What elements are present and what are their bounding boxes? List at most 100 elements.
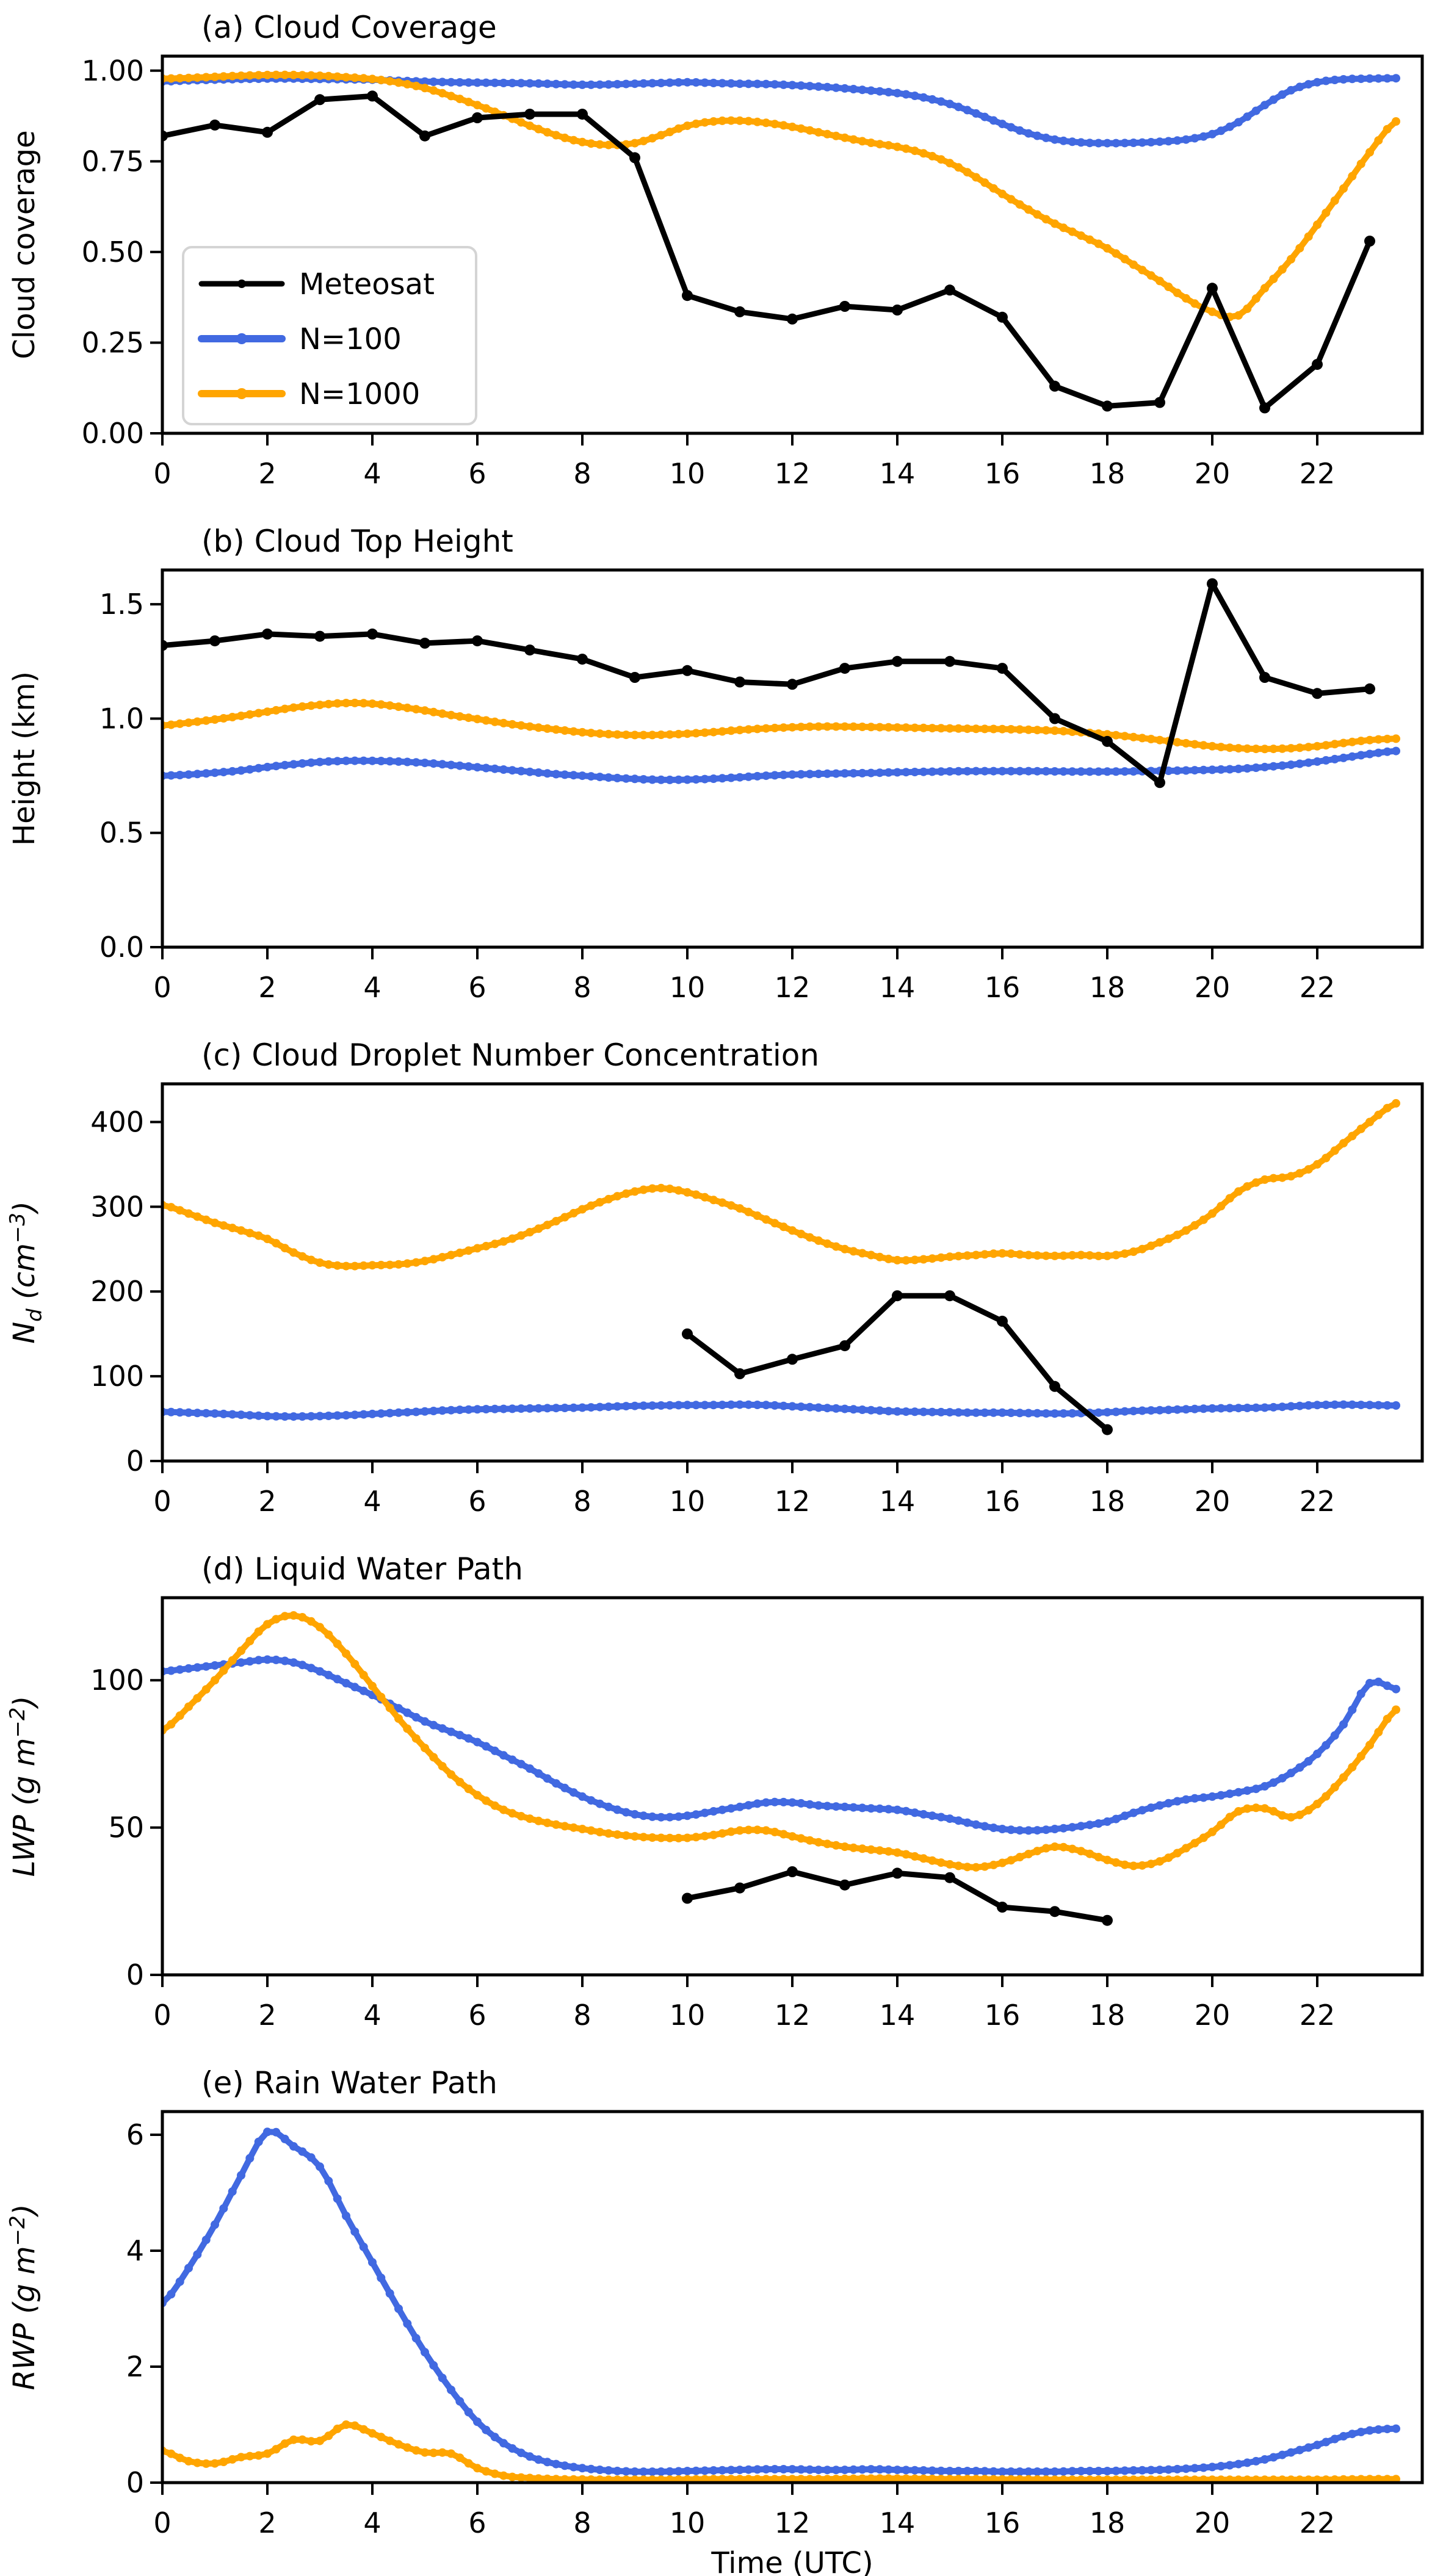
panel-b-series-n100-line xyxy=(162,748,1399,783)
panel-b-plot-area xyxy=(162,578,1400,788)
panel-a-ytick-label-0.25: 0.25 xyxy=(82,326,144,359)
panel-b-xtick-label-8: 8 xyxy=(573,971,591,1004)
panel-b-series-meteosat-line xyxy=(162,581,1373,785)
panel-c-xtick-label-12: 12 xyxy=(775,1485,811,1518)
panel-a-series-n1000 xyxy=(162,70,1400,322)
panel-d-ytick-label-100: 100 xyxy=(90,1664,144,1697)
svg-text:Height (km): Height (km) xyxy=(7,671,42,846)
panel-d-series-n100 xyxy=(162,1655,1400,1835)
panel-c-xtick-label-16: 16 xyxy=(985,1485,1021,1518)
svg-text:LWP (g m−2): LWP (g m−2) xyxy=(5,1696,42,1877)
panel-b-series-n1000-line xyxy=(162,699,1399,752)
panel-d-xtick-label-20: 20 xyxy=(1195,1999,1231,2032)
panel-e-series-n1000 xyxy=(162,2420,1400,2484)
panel-b-ylabel: Height (km) xyxy=(7,671,42,846)
panel-c-title: (c) Cloud Droplet Number Concentration xyxy=(201,1037,819,1073)
panel-d-xtick-label-0: 0 xyxy=(153,1999,171,2032)
panel-d-xtick-label-6: 6 xyxy=(468,1999,486,2032)
panel-a-xtick-label-12: 12 xyxy=(775,457,811,490)
panel-e-xtick-label-8: 8 xyxy=(573,2506,591,2539)
panel-a-xtick-label-0: 0 xyxy=(153,457,171,490)
panel-b-xtick-label-18: 18 xyxy=(1090,971,1126,1004)
panel-e-xtick-label-12: 12 xyxy=(775,2506,811,2539)
panel-c-xtick-label-22: 22 xyxy=(1300,1485,1336,1518)
panel-b-ytick-label-1.0: 1.0 xyxy=(99,702,144,735)
panel-d-xtick-label-10: 10 xyxy=(670,1999,706,2032)
panel-e-xlabel: Time (UTC) xyxy=(711,2546,873,2576)
panel-b-xtick-label-20: 20 xyxy=(1195,971,1231,1004)
panel-b-xtick-label-4: 4 xyxy=(363,971,381,1004)
panel-d-xtick-label-14: 14 xyxy=(880,1999,916,2032)
legend-sample-marker-n100 xyxy=(236,333,247,344)
panel-c-chart: 0 2 4 6 8 10 12 14 16 18 20 22 0 100 200 300 400 (c) Clou… xyxy=(5,1037,1424,1518)
legend-label-n100: N=100 xyxy=(299,322,402,356)
panel-e-xtick-label-0: 0 xyxy=(153,2506,171,2539)
panel-c-series-n100 xyxy=(162,1400,1400,1421)
panel-c-series-n1000 xyxy=(162,1099,1400,1271)
panel-d-ylabel: LWP (g m−2) xyxy=(5,1696,42,1877)
legend-label-n1000: N=1000 xyxy=(299,377,420,411)
panel-c-xtick-label-14: 14 xyxy=(880,1485,916,1518)
panel-d-axes-box xyxy=(161,1596,1424,1977)
panel-e-xtick-label-22: 22 xyxy=(1300,2506,1336,2539)
panel-a-xtick-label-14: 14 xyxy=(880,457,916,490)
panel-c-xtick-label-2: 2 xyxy=(258,1485,276,1518)
panel-c-plot-area xyxy=(162,1099,1400,1435)
panel-d-xtick-label-18: 18 xyxy=(1090,1999,1126,2032)
panel-a-ytick-label-0.50: 0.50 xyxy=(82,236,144,269)
panel-a-plot-area xyxy=(162,70,1400,414)
panel-d-xtick-label-2: 2 xyxy=(258,1999,276,2032)
panel-c-series-n100-line xyxy=(162,1401,1399,1420)
panel-d-xtick-label-16: 16 xyxy=(985,1999,1021,2032)
panel-c-series-meteosat xyxy=(682,1290,1113,1435)
panel-c-xtick-label-18: 18 xyxy=(1090,1485,1126,1518)
panel-d-xtick-label-8: 8 xyxy=(573,1999,591,2032)
panel-a-ytick-label-1.00: 1.00 xyxy=(82,54,144,87)
panel-a-series-meteosat xyxy=(162,90,1375,414)
panel-c-series-n1000-line xyxy=(162,1100,1399,1269)
panel-c-ytick-label-200: 200 xyxy=(90,1275,144,1308)
panel-a-xtick-label-18: 18 xyxy=(1090,457,1126,490)
panel-c-xtick-label-20: 20 xyxy=(1195,1485,1231,1518)
panel-e-xtick-label-16: 16 xyxy=(985,2506,1021,2539)
panel-a-ytick-label-0.00: 0.00 xyxy=(82,417,144,450)
panel-d-series-meteosat-line xyxy=(684,1869,1110,1924)
panel-d-chart: 0 2 4 6 8 10 12 14 16 18 20 22 0 50 100 (d) Liquid Wate… xyxy=(5,1551,1424,2032)
panel-a-series-n100 xyxy=(162,74,1400,148)
panel-c-ytick-label-0: 0 xyxy=(126,1445,144,1477)
panel-c-xtick-label-10: 10 xyxy=(670,1485,706,1518)
panel-e-xtick-label-6: 6 xyxy=(468,2506,486,2539)
panel-a-xtick-label-10: 10 xyxy=(670,457,706,490)
panel-a-xtick-label-2: 2 xyxy=(258,457,276,490)
panel-e-xtick-label-20: 20 xyxy=(1195,2506,1231,2539)
panel-b-chart: 0 2 4 6 8 10 12 14 16 18 20 22 0.0 0.5 1.0 1.5 (b) Cloud… xyxy=(7,524,1424,1004)
panel-e-xtick-label-4: 4 xyxy=(363,2506,381,2539)
panel-b-xtick-label-6: 6 xyxy=(468,971,486,1004)
panel-e-xtick-label-18: 18 xyxy=(1090,2506,1126,2539)
panel-d-title: (d) Liquid Water Path xyxy=(201,1551,523,1587)
legend-label-meteosat: Meteosat xyxy=(299,267,435,301)
panel-e-series-n1000-line xyxy=(162,2422,1399,2483)
panel-d-series-n1000-line xyxy=(162,1612,1399,1871)
legend-item-n1000: N=1000 xyxy=(198,377,420,411)
panel-b-series-n1000 xyxy=(162,698,1400,754)
panel-b-xtick-label-2: 2 xyxy=(258,971,276,1004)
panel-a-series-n1000-line xyxy=(162,71,1399,320)
panel-a-xtick-label-4: 4 xyxy=(363,457,381,490)
panel-d-ytick-label-50: 50 xyxy=(108,1811,144,1844)
panel-d-series-meteosat xyxy=(682,1866,1113,1926)
panel-e-ytick-label-2: 2 xyxy=(126,2350,144,2383)
panel-e-ylabel: RWP (g m−2) xyxy=(5,2204,42,2390)
panel-d-series-n1000 xyxy=(162,1611,1400,1872)
panel-d-xtick-label-12: 12 xyxy=(775,1999,811,2032)
panel-d-ytick-label-0: 0 xyxy=(126,1958,144,1991)
panel-a-title: (a) Cloud Coverage xyxy=(201,10,497,45)
panel-c-ytick-label-400: 400 xyxy=(90,1105,144,1138)
panel-b-series-n100 xyxy=(162,746,1400,784)
panel-a-xtick-label-6: 6 xyxy=(468,457,486,490)
svg-text:RWP (g m−2): RWP (g m−2) xyxy=(5,2204,42,2390)
panel-d-xtick-label-4: 4 xyxy=(363,1999,381,2032)
panel-e-ytick-label-6: 6 xyxy=(126,2118,144,2151)
panel-a-xtick-label-16: 16 xyxy=(985,457,1021,490)
